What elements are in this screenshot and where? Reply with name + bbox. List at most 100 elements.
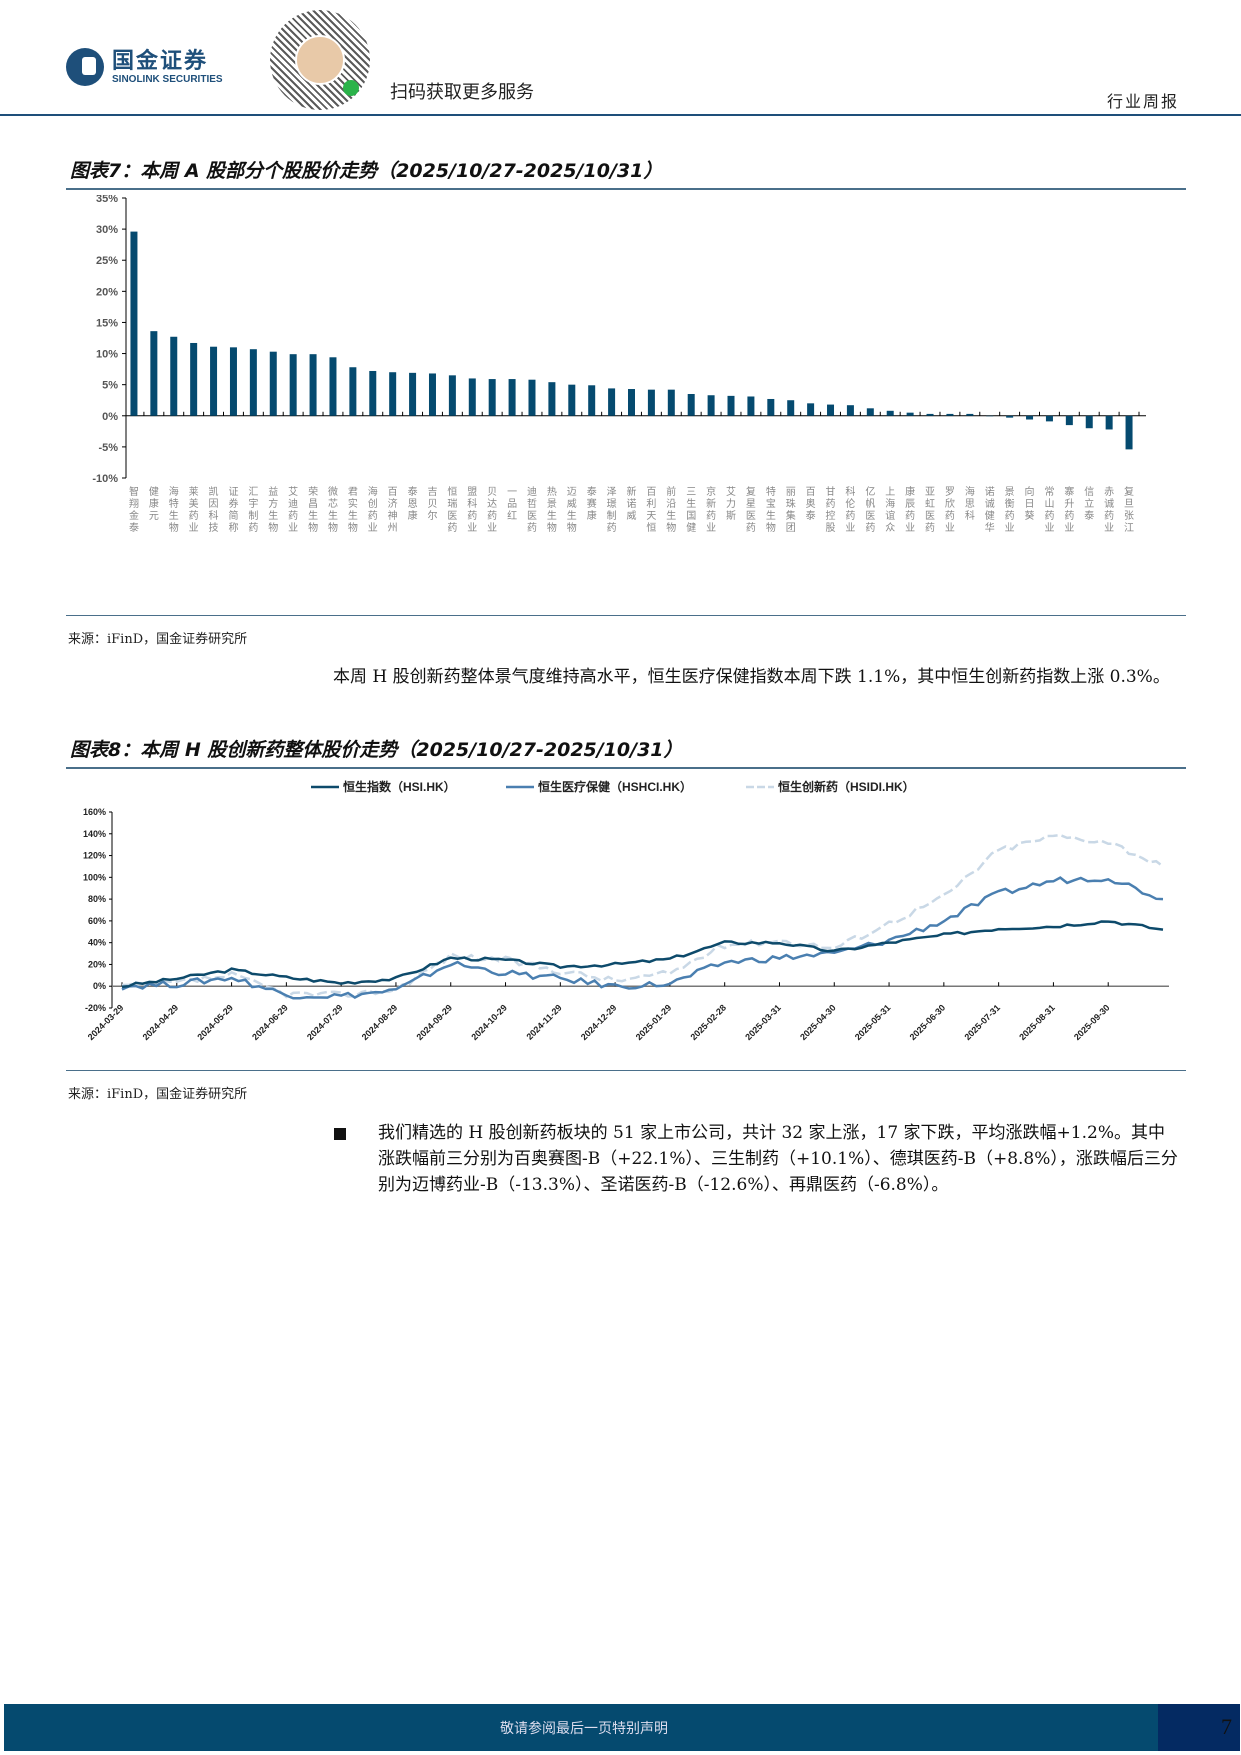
- svg-text:瑞: 瑞: [447, 498, 457, 510]
- footer-disclaimer: 敬请参阅最后一页特别声明: [500, 1721, 668, 1737]
- bar: [946, 413, 954, 416]
- svg-text:吉: 吉: [427, 486, 437, 498]
- svg-text:奥: 奥: [806, 497, 816, 510]
- svg-text:达: 达: [487, 498, 497, 510]
- svg-text:众: 众: [885, 522, 895, 534]
- svg-text:35%: 35%: [96, 195, 118, 205]
- bar: [130, 231, 138, 416]
- svg-text:药: 药: [1044, 510, 1054, 522]
- bullet-square-icon: [334, 1128, 346, 1140]
- bar: [1006, 415, 1014, 418]
- bar: [289, 354, 297, 416]
- logo-mark-icon: [66, 48, 104, 86]
- bar: [488, 379, 496, 416]
- svg-text:泰: 泰: [408, 485, 418, 498]
- bar: [1105, 415, 1113, 430]
- figure7-source: 来源：iFinD，国金证券研究所: [68, 632, 248, 647]
- svg-text:恩: 恩: [408, 498, 418, 510]
- figure8-bottom-rule: [66, 1070, 1186, 1071]
- bar: [966, 413, 974, 416]
- svg-text:物: 物: [547, 521, 557, 534]
- svg-text:诺: 诺: [985, 486, 995, 498]
- svg-text:神: 神: [388, 509, 398, 522]
- bar: [369, 370, 377, 416]
- svg-text:科: 科: [965, 509, 975, 522]
- svg-text:2025-08-31: 2025-08-31: [1017, 1003, 1057, 1043]
- series-line: [121, 876, 1164, 1000]
- svg-text:诚: 诚: [985, 498, 995, 510]
- svg-text:复: 复: [1124, 485, 1134, 498]
- svg-text:前: 前: [666, 485, 676, 498]
- svg-text:恒生指数（HSI.HK）: 恒生指数（HSI.HK）: [343, 779, 456, 794]
- bar: [269, 351, 277, 416]
- bar: [1125, 415, 1133, 450]
- svg-text:生: 生: [567, 509, 577, 522]
- svg-text:2025-05-31: 2025-05-31: [853, 1003, 893, 1043]
- svg-text:技: 技: [209, 521, 219, 534]
- svg-text:健: 健: [686, 522, 696, 534]
- report-type: 行业周报: [1106, 92, 1179, 111]
- svg-text:宇: 宇: [248, 497, 258, 510]
- svg-text:特: 特: [169, 498, 179, 510]
- svg-text:2025-07-31: 2025-07-31: [962, 1003, 1002, 1043]
- svg-text:业: 业: [1064, 522, 1074, 534]
- svg-text:2024-04-29: 2024-04-29: [141, 1003, 181, 1043]
- bar: [528, 379, 536, 416]
- bar: [309, 354, 317, 416]
- svg-text:凯: 凯: [209, 485, 219, 498]
- bar: [628, 389, 635, 416]
- svg-text:医: 医: [746, 510, 756, 522]
- svg-text:国: 国: [686, 510, 696, 522]
- svg-text:康: 康: [149, 497, 159, 510]
- svg-text:-20%: -20%: [85, 1003, 106, 1013]
- svg-text:宝: 宝: [766, 497, 776, 510]
- page-number: 7: [1158, 1704, 1240, 1751]
- svg-text:生: 生: [308, 509, 318, 522]
- bar: [229, 347, 237, 416]
- svg-text:哲: 哲: [527, 498, 537, 510]
- svg-text:新: 新: [627, 485, 637, 498]
- svg-text:迪: 迪: [288, 498, 298, 510]
- svg-text:-10%: -10%: [92, 473, 118, 485]
- svg-text:药: 药: [746, 522, 756, 534]
- svg-text:0%: 0%: [102, 411, 118, 423]
- svg-text:医: 医: [447, 510, 457, 522]
- svg-text:业: 业: [368, 522, 378, 534]
- bar: [747, 396, 755, 416]
- svg-text:特: 特: [766, 486, 776, 498]
- svg-text:健: 健: [985, 510, 995, 522]
- svg-text:州: 州: [388, 522, 398, 534]
- svg-text:业: 业: [1104, 522, 1114, 534]
- svg-text:药: 药: [189, 510, 199, 522]
- svg-text:方: 方: [268, 497, 278, 510]
- svg-text:15%: 15%: [96, 317, 118, 329]
- svg-text:罗: 罗: [945, 486, 955, 498]
- svg-text:贝: 贝: [487, 486, 497, 498]
- bar: [767, 398, 775, 416]
- svg-text:张: 张: [1124, 510, 1134, 522]
- svg-text:衡: 衡: [1005, 498, 1015, 510]
- logo-cn: 国金证券: [112, 48, 209, 74]
- svg-text:泰: 泰: [806, 509, 816, 522]
- svg-text:25%: 25%: [96, 255, 118, 267]
- svg-text:帆: 帆: [865, 497, 875, 510]
- svg-text:汇: 汇: [248, 485, 258, 498]
- svg-text:利: 利: [646, 498, 656, 510]
- svg-text:泰: 泰: [587, 485, 597, 498]
- svg-text:2024-05-29: 2024-05-29: [195, 1003, 235, 1043]
- svg-text:复: 复: [746, 485, 756, 498]
- svg-text:物: 物: [328, 521, 338, 534]
- figure7-rule: [66, 188, 1186, 190]
- svg-text:信: 信: [1084, 486, 1094, 498]
- svg-text:百: 百: [646, 486, 656, 498]
- svg-text:2024-11-29: 2024-11-29: [524, 1003, 563, 1042]
- svg-text:益: 益: [268, 485, 278, 498]
- bar: [568, 384, 576, 416]
- svg-text:康: 康: [905, 485, 915, 498]
- series-line: [121, 920, 1164, 989]
- svg-text:5%: 5%: [102, 380, 118, 392]
- svg-text:上: 上: [885, 486, 895, 498]
- svg-text:60%: 60%: [88, 916, 106, 926]
- bar: [150, 331, 158, 416]
- svg-text:10%: 10%: [96, 349, 118, 361]
